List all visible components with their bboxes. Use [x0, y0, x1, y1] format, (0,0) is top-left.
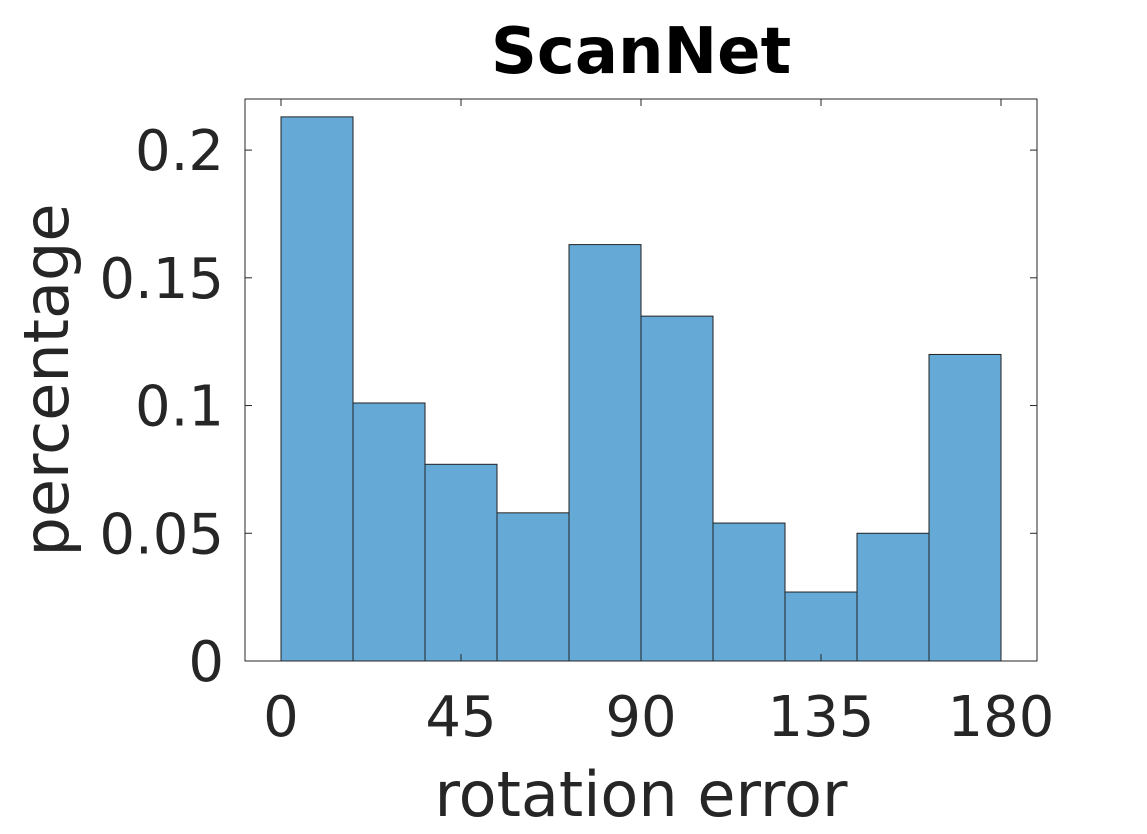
x-tick-label: 45 [425, 685, 496, 750]
y-tick-label: 0.15 [99, 247, 224, 312]
y-tick-label: 0.1 [135, 375, 224, 440]
x-axis-label: rotation error [435, 758, 848, 831]
histogram-bar [280, 116, 354, 662]
histogram-bar [352, 402, 426, 662]
histogram-bar [784, 591, 858, 662]
y-axis-label: percentage [10, 204, 83, 557]
x-tick-label: 180 [948, 685, 1055, 750]
histogram-bar [424, 463, 498, 662]
chart-title: ScanNet [491, 15, 791, 89]
histogram-bar [496, 512, 570, 662]
ticks-group: 0 45 90 135 180 0 0.05 0.1 0.15 0.2 [99, 99, 1054, 750]
bars-group [280, 116, 1002, 662]
x-tick-label: 90 [605, 685, 676, 750]
x-tick-label: 135 [768, 685, 875, 750]
y-tick-label: 0.2 [135, 119, 224, 184]
histogram-bar [928, 353, 1002, 662]
histogram-bar [640, 315, 714, 662]
y-tick-label: 0.05 [99, 502, 224, 567]
x-tick-label: 0 [263, 685, 299, 750]
histogram-bar [568, 244, 642, 662]
y-tick-label: 0 [188, 630, 224, 695]
histogram-bar [856, 532, 930, 662]
histogram-bar [712, 522, 786, 662]
